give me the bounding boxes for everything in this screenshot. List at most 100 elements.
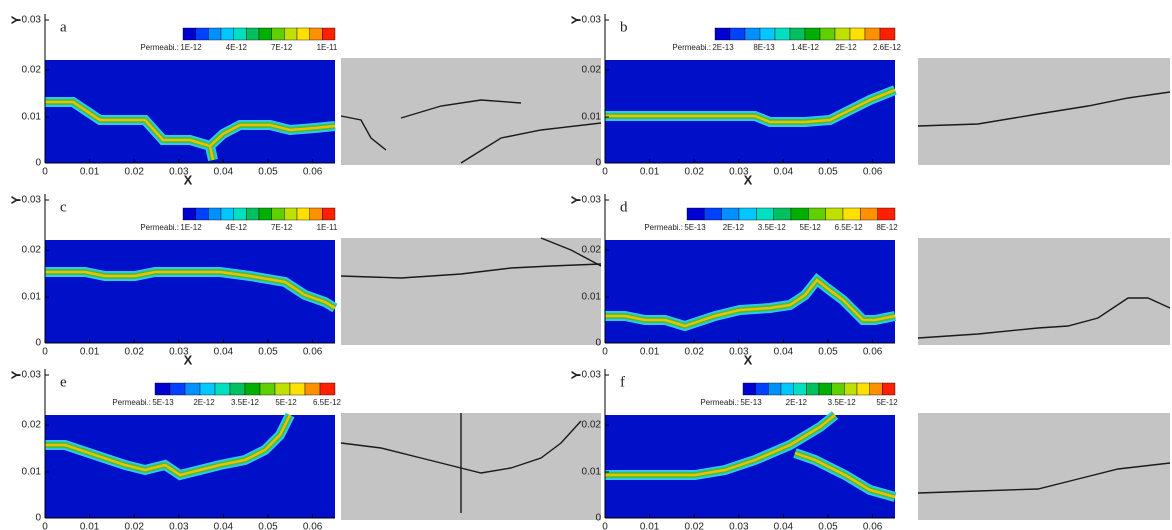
x-tick-label: 0.06 [863, 347, 883, 358]
colorbar-cell [246, 28, 259, 40]
colorbar-cell [196, 208, 209, 220]
x-axis-label: X [184, 172, 193, 187]
colorbar-tick-label: 1E-11 [317, 43, 338, 52]
y-tick-label: 0.02 [582, 65, 602, 76]
y-tick-label: 0 [35, 513, 41, 524]
colorbar-cell [820, 28, 835, 40]
colorbar-tick-label: 5E-13 [152, 398, 174, 407]
colorbar-cell [208, 28, 221, 40]
colorbar-tick-label: 5E-13 [740, 398, 762, 407]
colorbar-title: Permeabi.: [140, 223, 179, 232]
y-tick-label: 0.01 [22, 467, 42, 478]
colorbar-cell [170, 383, 185, 395]
y-tick-label: 0.01 [22, 292, 42, 303]
colorbar-tick-label: 1E-12 [180, 223, 202, 232]
colorbar-cell [290, 383, 305, 395]
colorbar-cell [775, 28, 790, 40]
y-axis-label: Y [568, 195, 583, 204]
y-tick-label: 0.02 [22, 245, 42, 256]
colorbar-cell [860, 208, 877, 220]
colorbar-cell [310, 28, 323, 40]
colorbar-cell [259, 208, 272, 220]
colorbar-tick-label: 5E-13 [684, 223, 706, 232]
colorbar-cell [272, 28, 285, 40]
colorbar-cell [310, 208, 323, 220]
photo-background [341, 413, 601, 520]
x-tick-label: 0.04 [214, 347, 234, 358]
x-tick-label: 0.04 [774, 167, 794, 178]
x-tick-label: 0.05 [258, 347, 278, 358]
x-tick-label: 0.06 [303, 522, 323, 530]
y-tick-label: 0.01 [22, 112, 42, 123]
colorbar-cell [880, 28, 895, 40]
colorbar-cell [870, 383, 883, 395]
colorbar-tick-label: 8E-13 [753, 43, 775, 52]
colorbar-cell [183, 208, 196, 220]
x-tick-label: 0.01 [640, 522, 660, 530]
y-tick-label: 0.01 [582, 292, 602, 303]
colorbar-tick-label: 6.5E-12 [835, 223, 864, 232]
x-tick-label: 0.02 [124, 522, 144, 530]
colorbar-cell [768, 383, 781, 395]
colorbar-cell [297, 208, 310, 220]
x-tick-label: 0 [42, 347, 48, 358]
colorbar-cell [756, 208, 773, 220]
colorbar-cell [200, 383, 215, 395]
y-axis-label: Y [8, 370, 23, 379]
colorbar-cell [246, 208, 259, 220]
colorbar-title: Permeabi.: [112, 398, 151, 407]
x-tick-label: 0.05 [818, 522, 838, 530]
colorbar-tick-label: 7E-12 [271, 223, 293, 232]
colorbar-tick-label: 2E-12 [193, 398, 215, 407]
x-tick-label: 0.05 [818, 347, 838, 358]
x-tick-label: 0.04 [214, 167, 234, 178]
y-tick-label: 0.03 [22, 370, 42, 381]
y-tick-label: 0.02 [582, 245, 602, 256]
x-tick-label: 0.01 [640, 167, 660, 178]
x-tick-label: 0 [602, 347, 608, 358]
y-axis-label: Y [568, 15, 583, 24]
colorbar-cell [826, 208, 843, 220]
x-tick-label: 0.04 [774, 347, 794, 358]
x-axis-label: X [744, 172, 753, 187]
x-tick-label: 0.02 [684, 522, 704, 530]
colorbar-tick-label: 5E-12 [275, 398, 297, 407]
panel: a00.010.020.0300.010.020.030.040.050.06X… [8, 14, 601, 187]
colorbar-cell [259, 28, 272, 40]
colorbar-cell [297, 28, 310, 40]
colorbar-cell [791, 208, 808, 220]
colorbar-tick-label: 1E-12 [180, 43, 202, 52]
photo [341, 238, 601, 345]
x-tick-label: 0.05 [258, 167, 278, 178]
colorbar-cell [284, 28, 297, 40]
x-tick-label: 0.02 [684, 167, 704, 178]
colorbar-cell [722, 208, 739, 220]
panel-label: d [620, 199, 628, 215]
x-axis-label: X [184, 352, 193, 367]
colorbar-cell [781, 383, 794, 395]
figure: a00.010.020.0300.010.020.030.040.050.06X… [0, 0, 1172, 530]
x-tick-label: 0.05 [818, 167, 838, 178]
y-tick-label: 0.01 [582, 467, 602, 478]
colorbar-tick-label: 2E-13 [712, 43, 734, 52]
colorbar-title: Permeabi.: [140, 43, 179, 52]
colorbar-title: Permeabi.: [644, 223, 683, 232]
photo-background [341, 58, 601, 165]
colorbar-cell [704, 208, 721, 220]
colorbar-cell [221, 208, 234, 220]
photo [918, 413, 1170, 520]
panel: b00.010.020.0300.010.020.030.040.050.06X… [568, 14, 1170, 187]
x-tick-label: 0 [602, 522, 608, 530]
colorbar-cell [730, 28, 745, 40]
photo-background [918, 58, 1170, 165]
colorbar-title: Permeabi.: [672, 43, 711, 52]
colorbar-cell [155, 383, 170, 395]
colorbar-cell [760, 28, 775, 40]
colorbar-tick-label: 3.5E-12 [828, 398, 857, 407]
x-tick-label: 0.02 [684, 347, 704, 358]
photo [918, 238, 1170, 345]
colorbar-cell [819, 383, 832, 395]
y-tick-label: 0.03 [582, 15, 602, 26]
colorbar-cell [687, 208, 704, 220]
x-tick-label: 0.02 [124, 167, 144, 178]
